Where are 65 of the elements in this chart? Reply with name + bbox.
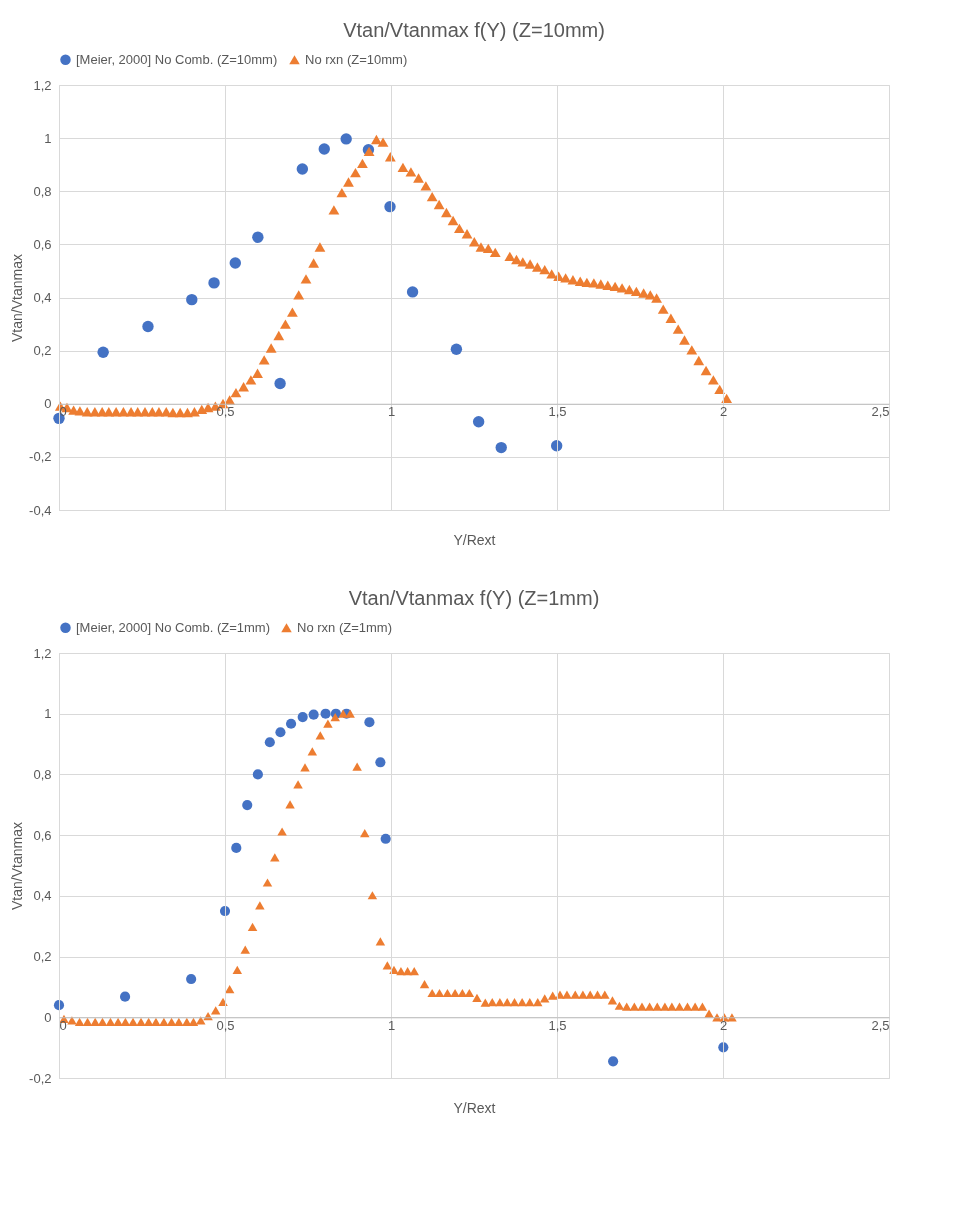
- y-tick-label: 1,2: [33, 77, 52, 93]
- point: [264, 737, 275, 748]
- x-tick-label: 2,5: [871, 404, 890, 420]
- x-tick-label: 1: [387, 1017, 396, 1033]
- point: [472, 416, 485, 428]
- y-tick-label: 0,6: [33, 236, 52, 252]
- point: [495, 441, 507, 454]
- y-tick-label: -0,2: [29, 1070, 52, 1086]
- x-tick-label: 1,5: [548, 404, 567, 420]
- point: [119, 991, 131, 1002]
- x-tick-label: 0: [59, 404, 67, 420]
- point: [229, 257, 241, 269]
- point: [380, 833, 391, 844]
- y-tick-label: 0,2: [33, 343, 52, 359]
- y-tick-label: 0,4: [33, 290, 52, 305]
- x-tick-label: 1: [387, 404, 396, 420]
- point: [608, 1056, 619, 1067]
- point: [297, 711, 308, 723]
- point: [242, 800, 253, 811]
- chart-title: Vtan/Vtanmax f(Y) (Z=10mm): [343, 19, 605, 41]
- point: [275, 727, 286, 738]
- y-tick-label: 0,4: [33, 888, 52, 904]
- chart-title: Vtan/Vtanmax f(Y) (Z=1mm): [348, 587, 600, 609]
- point: [318, 143, 330, 155]
- x-axis-title: Y/Rext: [453, 531, 496, 548]
- x-tick-label: 2,5: [871, 1017, 890, 1033]
- x-tick-label: 0,5: [216, 1017, 235, 1033]
- y-tick-label: 1: [44, 706, 52, 722]
- point: [340, 133, 352, 145]
- y-tick-label: 1: [44, 130, 52, 146]
- legend-label: [Meier, 2000] No Comb. (Z=10mm): [76, 51, 278, 67]
- point: [296, 163, 309, 175]
- legend-label: No rxn (Z=10mm): [305, 51, 408, 67]
- point: [364, 717, 375, 728]
- point: [208, 277, 220, 289]
- point: [285, 718, 297, 729]
- y-tick-label: 0,8: [33, 183, 52, 199]
- point: [406, 286, 419, 298]
- y-axis-title: Vtan/Vtanmax: [9, 822, 26, 910]
- legend-label: No rxn (Z=1mm): [297, 619, 392, 635]
- y-tick-label: -0,4: [29, 502, 52, 518]
- point: [308, 709, 319, 720]
- point: [274, 377, 286, 390]
- point: [142, 320, 154, 333]
- y-tick-label: 0,8: [33, 766, 52, 782]
- point: [252, 769, 263, 780]
- point: [450, 343, 463, 355]
- point: [186, 973, 197, 985]
- x-tick-label: 1,5: [548, 1017, 567, 1033]
- x-axis-title: Y/Rext: [453, 1099, 496, 1116]
- x-tick-label: 0,5: [216, 404, 235, 420]
- x-tick-label: 2: [719, 1017, 728, 1033]
- y-tick-label: -0,2: [29, 449, 52, 465]
- point: [252, 231, 264, 243]
- point: [320, 708, 331, 719]
- legend-label: [Meier, 2000] No Comb. (Z=1mm): [76, 619, 270, 635]
- point: [97, 346, 109, 358]
- y-tick-label: 0,2: [33, 949, 52, 965]
- point: [231, 842, 242, 853]
- point: [186, 293, 198, 306]
- y-axis-title: Vtan/Vtanmax: [9, 254, 26, 342]
- y-tick-label: 1,2: [33, 645, 52, 661]
- x-tick-label: 2: [719, 404, 728, 420]
- y-tick-label: 0,6: [33, 827, 52, 843]
- point: [375, 757, 386, 768]
